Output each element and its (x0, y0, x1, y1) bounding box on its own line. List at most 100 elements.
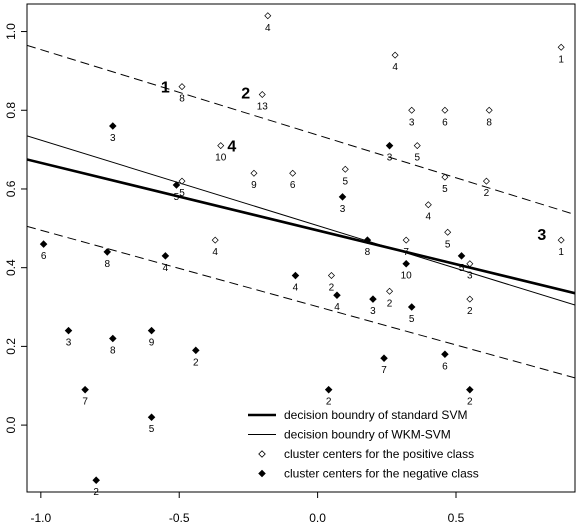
negative-point-12 (369, 295, 377, 303)
positive-point-label-1: 4 (392, 62, 398, 73)
positive-point-19 (402, 236, 410, 244)
positive-point-label-7: 8 (486, 117, 492, 128)
legend-standard-svm-label: decision boundry of standard SVM (284, 408, 467, 422)
positive-point-label-22: 2 (387, 298, 393, 309)
negative-point-label-22: 2 (467, 397, 473, 408)
positive-point-label-21: 2 (329, 283, 335, 294)
positive-point-20 (557, 236, 565, 244)
negative-point-20 (81, 385, 89, 394)
negative-point-label-17: 2 (193, 357, 199, 368)
negative-point-label-0: 3 (110, 133, 116, 144)
x-tick-label-1: -0.5 (169, 511, 190, 525)
negative-point-label-4: 6 (41, 251, 47, 262)
negative-point-label-20: 7 (82, 397, 88, 408)
positive-point-label-10: 9 (251, 180, 257, 191)
annotations-layer: 1 2 4 3 (161, 80, 546, 245)
annotation-0: 1 (161, 80, 170, 97)
margin-line-2 (27, 44, 575, 216)
annotation-3: 3 (537, 227, 546, 244)
positive-point-label-24: 2 (467, 306, 473, 317)
y-tick-label-1: 0.2 (4, 338, 18, 355)
y-tick-label-3: 0.6 (4, 180, 18, 197)
positive-point-14 (482, 177, 490, 185)
legend-positive-label: cluster centers for the positive class (284, 447, 474, 461)
axes-layer: -1.0 -0.5 0.0 0.5 0.0 0.2 0.4 0.6 0.8 1.0 (4, 3, 576, 525)
positive-point-10 (250, 169, 258, 177)
positive-point-24 (466, 295, 474, 303)
lines-layer (27, 44, 575, 379)
positive-point-17 (444, 228, 452, 236)
negative-point-label-12: 3 (370, 306, 376, 317)
negative-point-label-1: 3 (387, 153, 393, 164)
positive-point-label-13: 5 (442, 184, 448, 195)
positive-point-22 (386, 287, 394, 295)
negative-point-label-11: 4 (334, 302, 340, 313)
negative-point-label-7: 8 (365, 247, 371, 258)
negative-point-8 (457, 252, 466, 260)
negative-point-7 (363, 236, 372, 244)
negative-point-label-21: 2 (326, 397, 332, 408)
positive-point-label-2: 1 (558, 54, 564, 65)
negative-point-label-16: 9 (149, 338, 155, 349)
positive-point-label-15: 5 (179, 188, 185, 199)
negative-point-label-14: 3 (66, 338, 72, 349)
positive-point-label-6: 6 (442, 117, 448, 128)
positive-point-21 (327, 272, 335, 280)
positive-point-7 (485, 106, 493, 114)
positive-point-label-14: 2 (484, 188, 490, 199)
positive-point-18 (211, 236, 219, 244)
positive-point-11 (289, 169, 297, 177)
negative-point-label-15: 8 (110, 346, 116, 357)
positive-point-label-8: 10 (215, 153, 227, 164)
positive-point-1 (391, 51, 399, 59)
negative-point-17 (192, 346, 200, 355)
legend-negative-label: cluster centers for the negative class (284, 467, 479, 481)
legend: decision boundry of standard SVM decision… (248, 408, 479, 481)
negative-point-4 (39, 240, 48, 248)
x-tick-label-2: 0.0 (309, 511, 326, 525)
negative-point-21 (324, 385, 333, 394)
positive-point-label-20: 1 (558, 247, 564, 258)
negative-point-2 (172, 181, 181, 189)
negative-point-label-10: 4 (293, 283, 299, 294)
legend-wkm-svm-label: decision boundry of WKM-SVM (284, 428, 451, 442)
positive-point-label-12: 5 (343, 176, 349, 187)
points-layer (39, 12, 565, 484)
positive-point-13 (441, 173, 449, 181)
annotation-2: 4 (227, 139, 236, 156)
positive-point-label-9: 5 (414, 153, 420, 164)
negative-point-16 (147, 326, 156, 335)
negative-point-label-9: 10 (401, 271, 413, 282)
negative-point-label-6: 4 (163, 263, 169, 274)
positive-point-6 (441, 106, 449, 114)
negative-point-15 (109, 334, 117, 343)
positive-point-5 (408, 106, 416, 114)
boundary-line-1 (27, 135, 575, 306)
margin-line-3 (27, 225, 575, 379)
positive-point-15 (178, 177, 186, 185)
positive-point-9 (413, 142, 421, 150)
plot-frame (26, 3, 576, 493)
y-tick-label-5: 1.0 (4, 23, 18, 40)
negative-point-18 (380, 354, 388, 362)
positive-point-0 (264, 12, 272, 20)
y-tick-label-0: 0.0 (4, 416, 18, 433)
positive-point-16 (424, 201, 432, 209)
negative-point-label-23: 5 (149, 424, 155, 435)
y-tick-label-4: 0.8 (4, 102, 18, 119)
positive-point-label-11: 6 (290, 180, 296, 191)
boundary-line-0 (27, 158, 575, 295)
legend-positive-swatch (258, 450, 266, 458)
negative-point-label-5: 8 (104, 259, 110, 270)
negative-point-label-24: 2 (93, 487, 99, 498)
positive-point-12 (341, 165, 349, 173)
positive-point-2 (557, 43, 565, 51)
negative-point-9 (402, 259, 410, 268)
positive-point-3 (178, 83, 186, 91)
positive-point-8 (217, 142, 225, 150)
negative-point-label-19: 6 (442, 361, 448, 372)
negative-point-22 (466, 385, 474, 394)
positive-point-label-18: 4 (212, 247, 218, 258)
